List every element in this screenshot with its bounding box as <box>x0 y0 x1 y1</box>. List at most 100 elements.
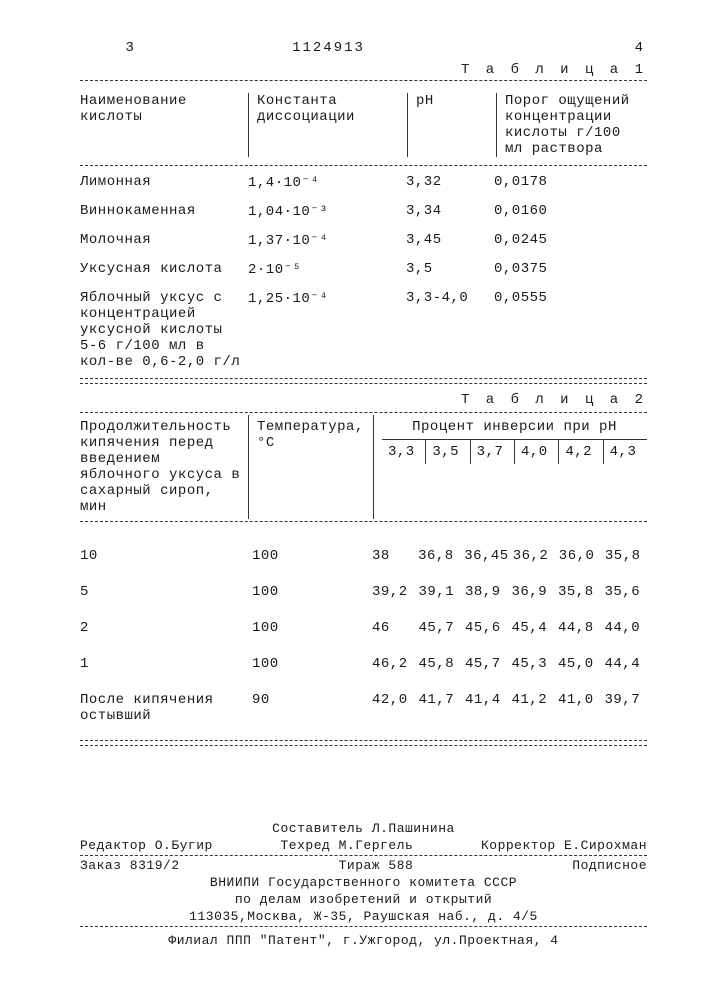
t2-col-inv: Процент инверсии при pH <box>382 419 647 435</box>
t2-value: 35,8 <box>554 584 601 600</box>
footer-addr1: 113035,Москва, Ж-35, Раушская наб., д. 4… <box>80 909 647 924</box>
t1-cell-ph: 3,3-4,0 <box>406 290 494 370</box>
t1-cell-thr: 0,0555 <box>494 290 647 370</box>
t2-cell-temp: 100 <box>244 620 368 636</box>
t1-cell-name: Молочная <box>80 232 248 249</box>
t2-cell-values: 46,245,845,745,345,044,4 <box>368 656 647 672</box>
t2-ph-header: 3,5 <box>425 440 469 464</box>
t2-col-duration: Продолжительность кипячения перед введен… <box>80 415 248 519</box>
t2-cell-duration: После кипячения остывший <box>80 692 244 724</box>
t2-cell-values: 42,041,741,441,241,039,7 <box>368 692 647 724</box>
t2-value: 45,0 <box>554 656 601 672</box>
t1-cell-thr: 0,0245 <box>494 232 647 249</box>
table2-row: После кипячения остывший9042,041,741,441… <box>80 686 647 730</box>
t1-cell-thr: 0,0178 <box>494 174 647 191</box>
table2-title: Т а б л и ц а 2 <box>80 392 647 408</box>
table1-row: Уксусная кислота2·10⁻⁵3,50,0375 <box>80 255 647 284</box>
t2-ph-header: 4,0 <box>514 440 558 464</box>
t2-cell-duration: 5 <box>80 584 244 600</box>
page-right-num: 4 <box>635 40 647 56</box>
table2-row: 21004645,745,645,444,844,0 <box>80 614 647 642</box>
t2-value: 41,7 <box>415 692 462 724</box>
t2-value: 45,7 <box>415 620 462 636</box>
t2-value: 35,8 <box>601 548 647 564</box>
table1-row: Молочная1,37·10⁻⁴3,450,0245 <box>80 226 647 255</box>
t2-ph-header: 3,3 <box>382 440 425 464</box>
table2-header: Продолжительность кипячения перед введен… <box>80 415 647 519</box>
t1-cell-ph: 3,45 <box>406 232 494 249</box>
t2-cell-duration: 10 <box>80 548 244 564</box>
t1-cell-name: Лимонная <box>80 174 248 191</box>
footer-addr2: Филиал ППП "Патент", г.Ужгород, ул.Проек… <box>80 933 647 948</box>
t1-cell-ph: 3,5 <box>406 261 494 278</box>
footer-tirage: Тираж 588 <box>339 858 414 873</box>
t1-col-name: Наименование кислоты <box>80 93 248 157</box>
t2-cell-values: 4645,745,645,444,844,0 <box>368 620 647 636</box>
table1-row: Лимонная1,4·10⁻⁴3,320,0178 <box>80 168 647 197</box>
t2-value: 46,2 <box>368 656 415 672</box>
footer-order: Заказ 8319/2 <box>80 858 180 873</box>
t1-cell-ph: 3,34 <box>406 203 494 220</box>
t2-cell-temp: 100 <box>244 584 368 600</box>
t2-ph-header: 4,2 <box>558 440 602 464</box>
t2-cell-values: 39,239,138,936,935,835,6 <box>368 584 647 600</box>
t2-value: 41,2 <box>508 692 555 724</box>
t2-value: 36,0 <box>555 548 601 564</box>
t2-cell-temp: 100 <box>244 656 368 672</box>
t2-value: 38 <box>368 548 414 564</box>
page-col-left: 3 <box>80 40 180 56</box>
t2-cell-temp: 100 <box>244 548 368 564</box>
table1-title: Т а б л и ц а 1 <box>80 62 647 78</box>
t1-cell-const: 1,37·10⁻⁴ <box>248 232 406 249</box>
t1-cell-thr: 0,0160 <box>494 203 647 220</box>
t1-col-const: Константа диссоциации <box>248 93 407 157</box>
table1-row: Виннокаменная1,04·10⁻³3,340,0160 <box>80 197 647 226</box>
t1-cell-name: Уксусная кислота <box>80 261 248 278</box>
table2-row: 101003836,836,4536,236,035,8 <box>80 542 647 570</box>
t2-value: 44,8 <box>554 620 601 636</box>
t2-value: 39,2 <box>368 584 415 600</box>
t2-ph-header: 3,7 <box>470 440 514 464</box>
footer-org1: ВНИИПИ Государственного комитета СССР <box>80 875 647 890</box>
t1-col-ph: pH <box>407 93 496 157</box>
t1-col-thr: Порог ощущений концентрации кислоты г/10… <box>496 93 647 157</box>
table1-row: Яблочный уксус с концентрацией уксусной … <box>80 284 647 376</box>
footer: Составитель Л.Пашинина Редактор О.Бугир … <box>80 819 647 950</box>
t1-cell-const: 2·10⁻⁵ <box>248 261 406 278</box>
table1-header: Наименование кислоты Константа диссоциац… <box>80 83 647 163</box>
page-col-right: 4 <box>477 40 647 56</box>
t2-cell-duration: 1 <box>80 656 244 672</box>
t1-cell-name: Яблочный уксус с концентрацией уксусной … <box>80 290 248 370</box>
t2-value: 44,4 <box>601 656 648 672</box>
footer-editor: Редактор О.Бугир <box>80 838 213 853</box>
t2-value: 45,3 <box>508 656 555 672</box>
doc-number: 1124913 <box>180 40 477 56</box>
t2-value: 39,1 <box>415 584 462 600</box>
t2-value: 36,2 <box>509 548 555 564</box>
footer-techred: Техред М.Гергель <box>280 838 413 853</box>
t1-cell-const: 1,4·10⁻⁴ <box>248 174 406 191</box>
t1-cell-thr: 0,0375 <box>494 261 647 278</box>
t2-value: 36,8 <box>414 548 460 564</box>
t2-cell-values: 3836,836,4536,236,035,8 <box>368 548 647 564</box>
t2-ph-header: 4,3 <box>603 440 647 464</box>
table2-row: 510039,239,138,936,935,835,6 <box>80 578 647 606</box>
t2-value: 36,9 <box>508 584 555 600</box>
t1-cell-const: 1,25·10⁻⁴ <box>248 290 406 370</box>
table2-row: 110046,245,845,745,345,044,4 <box>80 650 647 678</box>
footer-compiler: Составитель Л.Пашинина <box>80 821 647 836</box>
t2-value: 38,9 <box>461 584 508 600</box>
t2-value: 44,0 <box>601 620 648 636</box>
t2-value: 39,7 <box>601 692 648 724</box>
t2-value: 35,6 <box>601 584 648 600</box>
t2-value: 45,8 <box>415 656 462 672</box>
t2-col-temp: Температура, °С <box>248 415 373 519</box>
t2-value: 45,7 <box>461 656 508 672</box>
t2-value: 42,0 <box>368 692 415 724</box>
footer-sub: Подписное <box>572 858 647 873</box>
t2-value: 41,0 <box>554 692 601 724</box>
t2-value: 36,45 <box>460 548 509 564</box>
t2-value: 45,6 <box>461 620 508 636</box>
t1-cell-name: Виннокаменная <box>80 203 248 220</box>
t2-value: 46 <box>368 620 415 636</box>
